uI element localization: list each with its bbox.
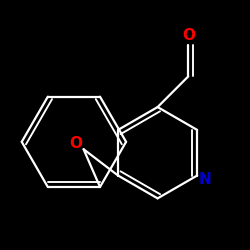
Text: O: O [182, 28, 195, 43]
Text: N: N [198, 172, 211, 188]
Text: O: O [69, 136, 82, 151]
